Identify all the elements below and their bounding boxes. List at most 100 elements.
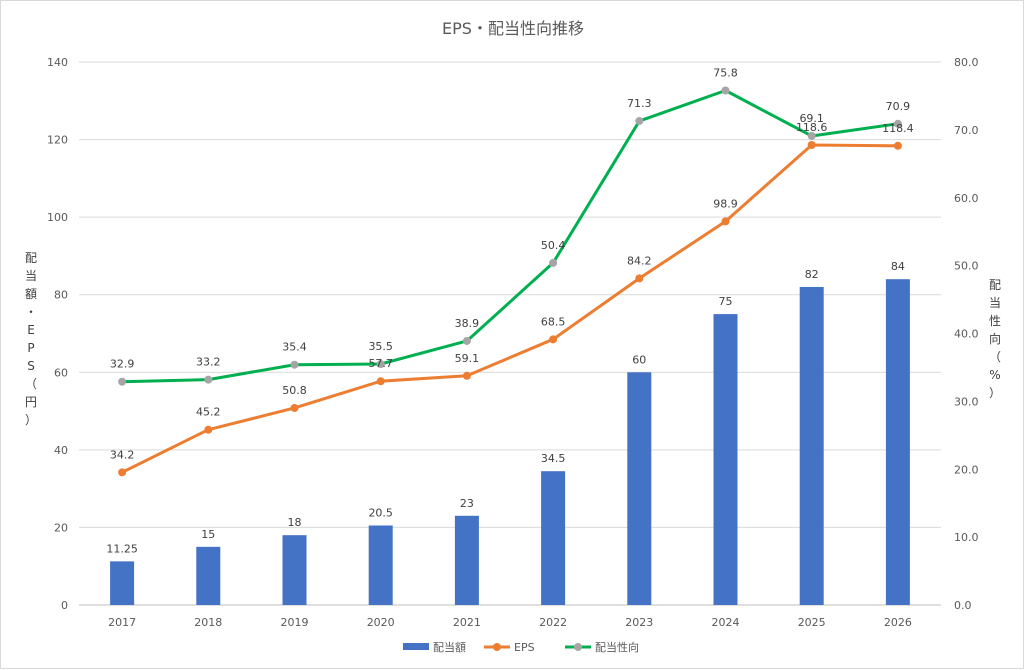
legend: 配当額 EPS 配当性向 — [403, 640, 639, 654]
left-tick-label: 40 — [54, 444, 68, 457]
data-labels: 11.25 15 18 20.5 23 34.5 60 75 82 84 34.2 45.2 50.8 5… — [106, 67, 913, 556]
bar-data-label: 75 — [719, 295, 733, 308]
bar-配当額 — [713, 314, 738, 605]
point-EPS — [204, 425, 213, 434]
right-tick-label: 50.0 — [954, 260, 979, 273]
line-data-label: 84.2 — [627, 254, 652, 267]
bar-data-label: 20.5 — [368, 506, 393, 519]
bar-配当額 — [627, 372, 652, 605]
line-series — [118, 86, 902, 477]
line-EPS — [120, 143, 900, 474]
point-配当性向 — [549, 258, 558, 267]
x-tick-label: 2019 — [281, 616, 309, 629]
dividend-bars — [110, 279, 910, 605]
bar-data-label: 23 — [460, 497, 474, 510]
x-axis-ticks: 2017 2018 2019 2020 2021 2022 2023 2024 2025 2026 — [108, 616, 912, 629]
point-EPS — [807, 141, 816, 150]
left-tick-label: 100 — [47, 211, 68, 224]
bar-配当額 — [110, 561, 135, 605]
right-axis-title: 配当性向（%） — [989, 278, 1001, 400]
line-data-label: 68.5 — [541, 315, 566, 328]
bar-data-label: 34.5 — [541, 452, 566, 465]
point-配当性向 — [807, 131, 816, 140]
legend-label: EPS — [514, 641, 535, 654]
line-data-label: 35.5 — [368, 340, 393, 353]
point-配当性向 — [635, 117, 644, 126]
bar-配当額 — [541, 471, 566, 605]
x-tick-label: 2018 — [194, 616, 222, 629]
right-tick-label: 0.0 — [954, 599, 972, 612]
point-EPS — [893, 141, 902, 150]
bar-配当額 — [799, 286, 824, 605]
point-配当性向 — [376, 360, 385, 369]
legend-marker — [574, 643, 582, 651]
line-data-label: 38.9 — [455, 317, 480, 330]
point-EPS — [462, 371, 471, 380]
line-data-label: 57.7 — [368, 357, 393, 370]
x-tick-label: 2025 — [798, 616, 826, 629]
bar-配当額 — [885, 279, 910, 605]
bar-data-label: 84 — [891, 260, 905, 273]
x-tick-label: 2026 — [884, 616, 912, 629]
bar-data-label: 82 — [805, 268, 819, 281]
line-data-label: 118.4 — [882, 122, 914, 135]
line-data-label: 32.9 — [110, 358, 135, 371]
point-配当性向 — [290, 360, 299, 369]
line-data-label: 59.1 — [455, 352, 480, 365]
right-tick-label: 10.0 — [954, 531, 979, 544]
x-tick-label: 2022 — [539, 616, 567, 629]
x-tick-label: 2024 — [712, 616, 740, 629]
bar-配当額 — [454, 515, 479, 605]
left-tick-label: 120 — [47, 134, 68, 147]
bar-配当額 — [368, 525, 393, 605]
line-data-label: 118.6 — [796, 121, 828, 134]
line-data-label: 50.8 — [282, 384, 307, 397]
right-tick-label: 40.0 — [954, 328, 979, 341]
line-data-label: 45.2 — [196, 406, 221, 419]
bar-配当額 — [196, 546, 221, 605]
bar-data-label: 18 — [288, 516, 302, 529]
left-tick-label: 140 — [47, 56, 68, 69]
x-tick-label: 2020 — [367, 616, 395, 629]
bar-data-label: 11.25 — [106, 542, 138, 555]
point-EPS — [118, 468, 127, 477]
chart-title: EPS・配当性向推移 — [442, 19, 584, 38]
point-配当性向 — [721, 86, 730, 95]
left-tick-label: 60 — [54, 366, 68, 379]
left-axis-ticks: 0 20 40 60 80 100 120 140 — [47, 56, 68, 612]
bar-data-label: 15 — [201, 528, 215, 541]
point-EPS — [549, 335, 558, 344]
right-tick-label: 20.0 — [954, 463, 979, 476]
legend-label: 配当性向 — [595, 640, 639, 654]
x-tick-label: 2023 — [625, 616, 653, 629]
line-data-label: 50.4 — [541, 239, 566, 252]
line-data-label: 35.4 — [282, 341, 307, 354]
bar-data-label: 60 — [632, 353, 646, 366]
right-tick-label: 70.0 — [954, 124, 979, 137]
line-data-label: 69.1 — [799, 112, 824, 125]
line-配当性向 — [120, 89, 900, 384]
line-data-label: 71.3 — [627, 97, 652, 110]
legend-label: 配当額 — [433, 640, 466, 654]
left-tick-label: 20 — [54, 521, 68, 534]
legend-swatch-配当額 — [403, 643, 429, 650]
line-data-label: 70.9 — [886, 100, 911, 113]
right-axis-ticks: 0.0 10.0 20.0 30.0 40.0 50.0 60.0 70.0 80.0 — [954, 56, 979, 612]
left-axis-title-text: 配当額・ E P S （円） — [25, 251, 37, 427]
right-tick-label: 60.0 — [954, 192, 979, 205]
point-EPS — [376, 377, 385, 386]
point-配当性向 — [462, 336, 471, 345]
x-tick-label: 2021 — [453, 616, 481, 629]
right-tick-label: 80.0 — [954, 56, 979, 69]
x-tick-label: 2017 — [108, 616, 136, 629]
left-tick-label: 80 — [54, 289, 68, 302]
line-data-label: 33.2 — [196, 356, 221, 369]
line-data-label: 34.2 — [110, 448, 135, 461]
point-配当性向 — [118, 377, 127, 386]
point-EPS — [721, 217, 730, 226]
left-axis-title: 配当額・ E P S （円） — [25, 251, 37, 427]
line-data-label: 98.9 — [713, 197, 738, 210]
legend-marker — [493, 643, 501, 651]
